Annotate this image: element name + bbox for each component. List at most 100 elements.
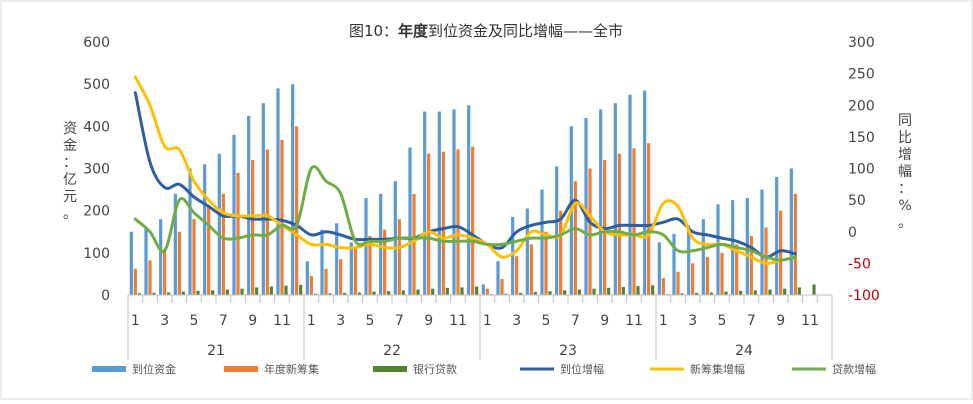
bar-到位资金-31 bbox=[584, 117, 588, 296]
group-label: 24 bbox=[735, 343, 753, 359]
x-axis-ticks: 1 3 5 7 9 11 1 3 5 7 9 11 1 3 5 7 9 11 1 3 5 7 9 11 bbox=[127, 295, 833, 360]
bar-到位资金-22 bbox=[452, 109, 456, 295]
bar-年度新筹集-27 bbox=[529, 244, 533, 295]
left-tick-label: 200 bbox=[83, 204, 110, 220]
right-tick-label: 300 bbox=[848, 35, 875, 51]
bar-银行贷款-23 bbox=[475, 286, 479, 295]
right-tick-label: -100 bbox=[848, 288, 880, 304]
bar-到位资金-1 bbox=[144, 227, 148, 295]
right-tick-label: 0 bbox=[848, 225, 857, 241]
left-tick-label: 0 bbox=[101, 288, 110, 304]
bar-到位资金-24 bbox=[481, 284, 485, 295]
month-label: 9 bbox=[248, 313, 257, 329]
bar-银行贷款-21 bbox=[445, 287, 449, 295]
bar-银行贷款-16 bbox=[372, 291, 376, 295]
bar-到位资金-44 bbox=[775, 176, 779, 295]
legend: 到位资金 年度新筹集 银行贷款 到位增幅 新筹集增幅 贷款增幅 bbox=[92, 362, 876, 376]
group-label: 21 bbox=[207, 343, 225, 359]
bar-银行贷款-0 bbox=[137, 293, 141, 295]
bar-年度新筹集-21 bbox=[441, 151, 445, 295]
legend-swatch-银行贷款 bbox=[373, 366, 407, 372]
month-label: 9 bbox=[776, 313, 785, 329]
bar-银行贷款-22 bbox=[460, 287, 464, 295]
bar-到位资金-8 bbox=[247, 115, 251, 296]
bar-到位资金-32 bbox=[599, 109, 603, 295]
left-tick-label: 500 bbox=[83, 77, 110, 93]
legend-label: 新筹集增幅 bbox=[690, 362, 745, 376]
bar-年度新筹集-2 bbox=[163, 248, 167, 295]
chart-title: 图10：年度到位资金及同比增幅——全市 bbox=[349, 22, 623, 40]
bar-银行贷款-30 bbox=[577, 289, 581, 295]
right-axis-title: 同比增幅：%。 bbox=[898, 113, 912, 231]
left-tick-label: 600 bbox=[83, 35, 110, 51]
bar-到位资金-33 bbox=[613, 103, 617, 296]
bar-银行贷款-8 bbox=[255, 287, 259, 295]
bar-银行贷款-42 bbox=[753, 290, 757, 295]
bar-年度新筹集-36 bbox=[661, 278, 665, 295]
bar-银行贷款-41 bbox=[739, 290, 743, 295]
bar-年度新筹集-34 bbox=[632, 148, 636, 295]
bar-银行贷款-3 bbox=[181, 291, 185, 295]
right-tick-label: 200 bbox=[848, 98, 875, 114]
bar-银行贷款-2 bbox=[167, 292, 171, 295]
legend-label: 到位增幅 bbox=[560, 362, 604, 376]
bar-年度新筹集-13 bbox=[324, 268, 328, 295]
bar-银行贷款-28 bbox=[548, 291, 552, 295]
bar-银行贷款-12 bbox=[313, 293, 317, 295]
month-label: 11 bbox=[625, 313, 643, 329]
left-tick-label: 400 bbox=[83, 119, 110, 135]
bar-银行贷款-18 bbox=[401, 290, 405, 295]
bar-银行贷款-39 bbox=[709, 292, 713, 295]
legend-label: 贷款增幅 bbox=[832, 362, 876, 376]
month-label: 7 bbox=[395, 313, 404, 329]
bar-到位资金-27 bbox=[525, 208, 529, 295]
bar-年度新筹集-45 bbox=[793, 193, 797, 295]
bar-银行贷款-14 bbox=[343, 292, 347, 295]
bar-年度新筹集-24 bbox=[485, 288, 489, 295]
bar-年度新筹集-40 bbox=[720, 252, 724, 295]
bar-到位资金-16 bbox=[364, 198, 368, 295]
bar-到位资金-37 bbox=[672, 233, 676, 295]
month-label: 3 bbox=[688, 313, 697, 329]
bar-银行贷款-1 bbox=[152, 292, 156, 295]
bar-到位资金-0 bbox=[129, 231, 133, 295]
bar-年度新筹集-22 bbox=[456, 149, 460, 295]
bar-到位资金-43 bbox=[760, 189, 764, 295]
bar-到位资金-21 bbox=[437, 111, 441, 295]
bar-年度新筹集-29 bbox=[559, 210, 563, 295]
bar-到位资金-9 bbox=[261, 103, 265, 296]
bar-年度新筹集-19 bbox=[412, 193, 416, 295]
month-label: 7 bbox=[571, 313, 580, 329]
month-label: 1 bbox=[659, 313, 668, 329]
bar-到位资金-29 bbox=[555, 166, 559, 295]
line-贷款增幅 bbox=[133, 165, 797, 262]
bar-银行贷款-17 bbox=[387, 291, 391, 295]
bar-年度新筹集-0 bbox=[133, 268, 137, 295]
bar-到位资金-13 bbox=[320, 229, 324, 295]
bar-年度新筹集-20 bbox=[427, 153, 431, 295]
bar-银行贷款-43 bbox=[768, 289, 772, 295]
bar-年度新筹集-17 bbox=[383, 229, 387, 295]
bar-银行贷款-5 bbox=[211, 290, 215, 295]
bar-年度新筹集-4 bbox=[192, 219, 196, 295]
bar-年度新筹集-38 bbox=[691, 263, 695, 295]
bar-年度新筹集-1 bbox=[148, 260, 152, 295]
bar-年度新筹集-7 bbox=[236, 172, 240, 295]
bar-到位资金-19 bbox=[408, 147, 412, 295]
bar-年度新筹集-23 bbox=[471, 146, 475, 295]
bar-年度新筹集-5 bbox=[207, 206, 211, 295]
bar-年度新筹集-44 bbox=[779, 210, 783, 295]
right-tick-label: -50 bbox=[848, 256, 871, 272]
bar-银行贷款-37 bbox=[680, 293, 684, 295]
bar-到位资金-15 bbox=[349, 242, 353, 295]
bar-到位资金-20 bbox=[423, 111, 427, 295]
bar-年度新筹集-18 bbox=[397, 219, 401, 295]
month-label: 7 bbox=[747, 313, 756, 329]
bar-银行贷款-19 bbox=[416, 289, 420, 295]
bar-银行贷款-40 bbox=[724, 291, 728, 295]
bar-年度新筹集-10 bbox=[280, 139, 284, 295]
left-tick-label: 100 bbox=[83, 246, 110, 262]
bar-年度新筹集-41 bbox=[735, 244, 739, 295]
